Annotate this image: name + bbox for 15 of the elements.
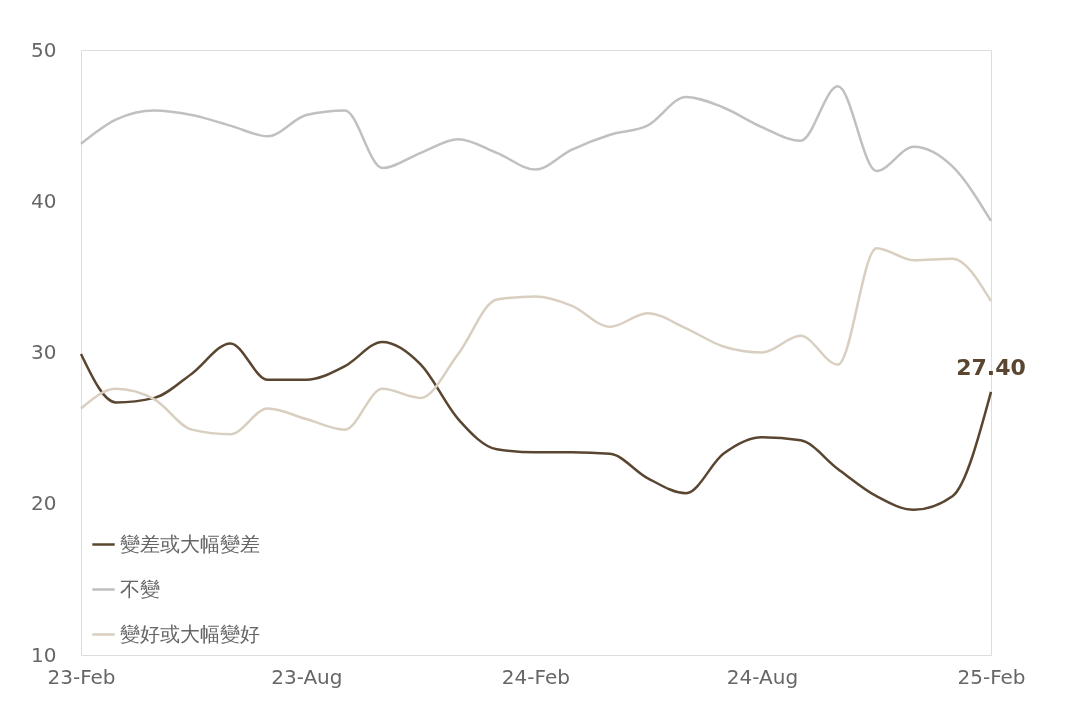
legend-label: 不變 [120, 576, 160, 601]
y-tick-label: 40 [31, 188, 57, 213]
y-tick-label: 50 [31, 37, 57, 62]
x-tick-label: 23-Aug [271, 664, 343, 689]
legend-label: 變差或大幅變差 [120, 531, 260, 556]
x-tick-label: 24-Feb [501, 664, 570, 689]
y-tick-label: 20 [31, 491, 57, 516]
x-tick-label: 25-Feb [957, 664, 1026, 689]
x-tick-label: 23-Feb [47, 664, 116, 689]
legend-label: 變好或大幅變好 [120, 621, 260, 646]
annotation: 27.40 [956, 354, 1026, 380]
x-tick-label: 24-Aug [726, 664, 799, 689]
y-tick-label: 30 [31, 340, 57, 364]
line-series [79, 85, 993, 223]
y-tick-label: 10 [31, 642, 57, 667]
